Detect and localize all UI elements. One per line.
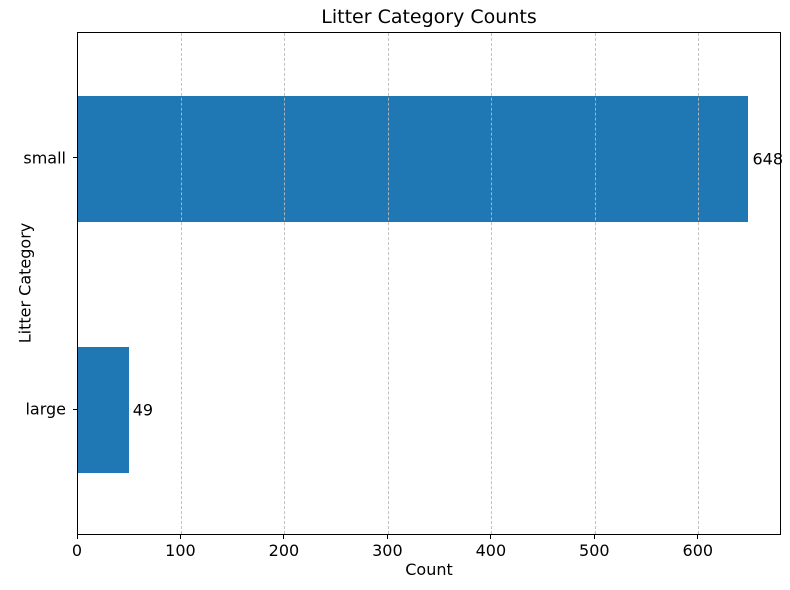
- gridline-x-600: [698, 33, 700, 534]
- x-tick-label-300: 300: [372, 541, 403, 560]
- x-tick-label-500: 500: [579, 541, 610, 560]
- x-tick-mark-400: [490, 535, 492, 539]
- x-tick-mark-0: [76, 535, 78, 539]
- x-tick-label-200: 200: [268, 541, 300, 560]
- y-tick-mark-small: [73, 157, 77, 159]
- x-tick-label-0: 0: [71, 541, 83, 560]
- gridline-x-400: [491, 33, 493, 534]
- x-tick-mark-100: [179, 535, 181, 539]
- chart-title: Litter Category Counts: [321, 6, 537, 28]
- bar-value-label-large: 49: [132, 400, 154, 420]
- x-tick-label-600: 600: [682, 541, 714, 560]
- x-tick-mark-200: [283, 535, 285, 539]
- x-tick-label-400: 400: [475, 541, 507, 560]
- bar-large: [78, 347, 129, 474]
- y-axis-label: Litter Category: [15, 222, 35, 344]
- x-tick-mark-600: [697, 535, 699, 539]
- gridline-x-300: [387, 33, 389, 534]
- plot-area: 648 49: [77, 32, 784, 535]
- bar-value-label-small: 648: [752, 149, 784, 169]
- gridline-x-200: [284, 33, 286, 534]
- gridline-x-500: [594, 33, 596, 534]
- y-tick-mark-large: [73, 408, 77, 410]
- bar-small: [78, 95, 749, 222]
- y-tick-label-small: small: [23, 148, 66, 168]
- y-tick-label-large: large: [25, 399, 66, 419]
- x-tick-label-100: 100: [165, 541, 196, 560]
- x-tick-mark-500: [593, 535, 595, 539]
- gridline-x-100: [180, 33, 182, 534]
- x-axis-label: Count: [405, 560, 453, 579]
- x-tick-mark-300: [386, 535, 388, 539]
